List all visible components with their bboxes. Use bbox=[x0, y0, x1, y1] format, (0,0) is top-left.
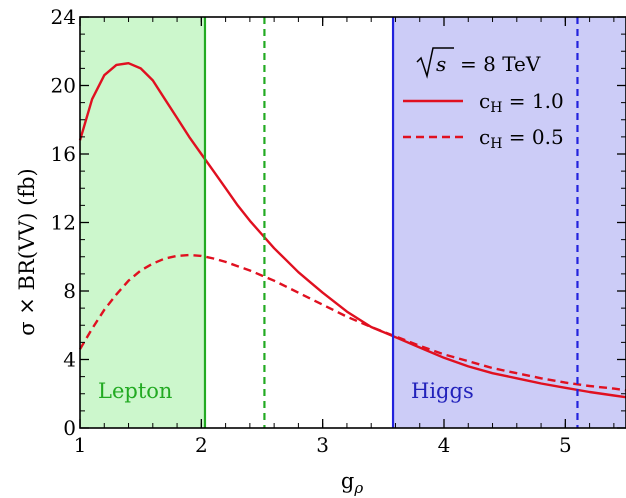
series-line-2 bbox=[78, 253, 626, 392]
y-tick-label: 4 bbox=[63, 348, 76, 372]
x-tick-label: 1 bbox=[74, 433, 87, 457]
axis-ticks bbox=[79, 16, 626, 429]
x-tick-label: 3 bbox=[316, 433, 329, 457]
legend-label-1: cH = 1.0 bbox=[479, 89, 564, 116]
sqrt-argument: s bbox=[436, 52, 446, 76]
vertical-lines bbox=[203, 17, 579, 428]
y-tick-label: 16 bbox=[51, 142, 76, 166]
energy-value: = 8 TeV bbox=[460, 52, 541, 76]
region-labels: Lepton Higgs bbox=[98, 379, 474, 403]
legend: cH = 1.0 cH = 0.5 bbox=[403, 89, 564, 152]
region-higgs bbox=[393, 17, 626, 428]
x-axis-title-sub: ρ bbox=[353, 479, 363, 497]
region-label-higgs: Higgs bbox=[411, 379, 474, 403]
y-tick-label: 20 bbox=[51, 74, 76, 98]
y-axis-title: σ × BR(VV) (fb) bbox=[15, 168, 39, 336]
y-tick-label: 12 bbox=[51, 211, 76, 235]
region-lepton bbox=[80, 17, 205, 428]
sqrt-sign bbox=[416, 47, 454, 79]
region-label-lepton: Lepton bbox=[98, 379, 172, 403]
x-tick-label: 4 bbox=[438, 433, 451, 457]
y-tick-label: 8 bbox=[63, 279, 76, 303]
x-axis-title-main: g bbox=[341, 469, 354, 493]
series-line-1 bbox=[78, 62, 626, 399]
series-lines bbox=[78, 62, 626, 399]
legend-label-2: cH = 0.5 bbox=[479, 125, 564, 152]
shaded-regions bbox=[80, 17, 626, 428]
y-tick-label: 24 bbox=[51, 5, 76, 29]
x-axis-title: gρ bbox=[341, 469, 363, 497]
y-tick-label: 0 bbox=[63, 416, 76, 440]
energy-annotation: s = 8 TeV bbox=[416, 47, 541, 79]
x-tick-label: 2 bbox=[195, 433, 208, 457]
x-tick-label: 5 bbox=[559, 433, 572, 457]
